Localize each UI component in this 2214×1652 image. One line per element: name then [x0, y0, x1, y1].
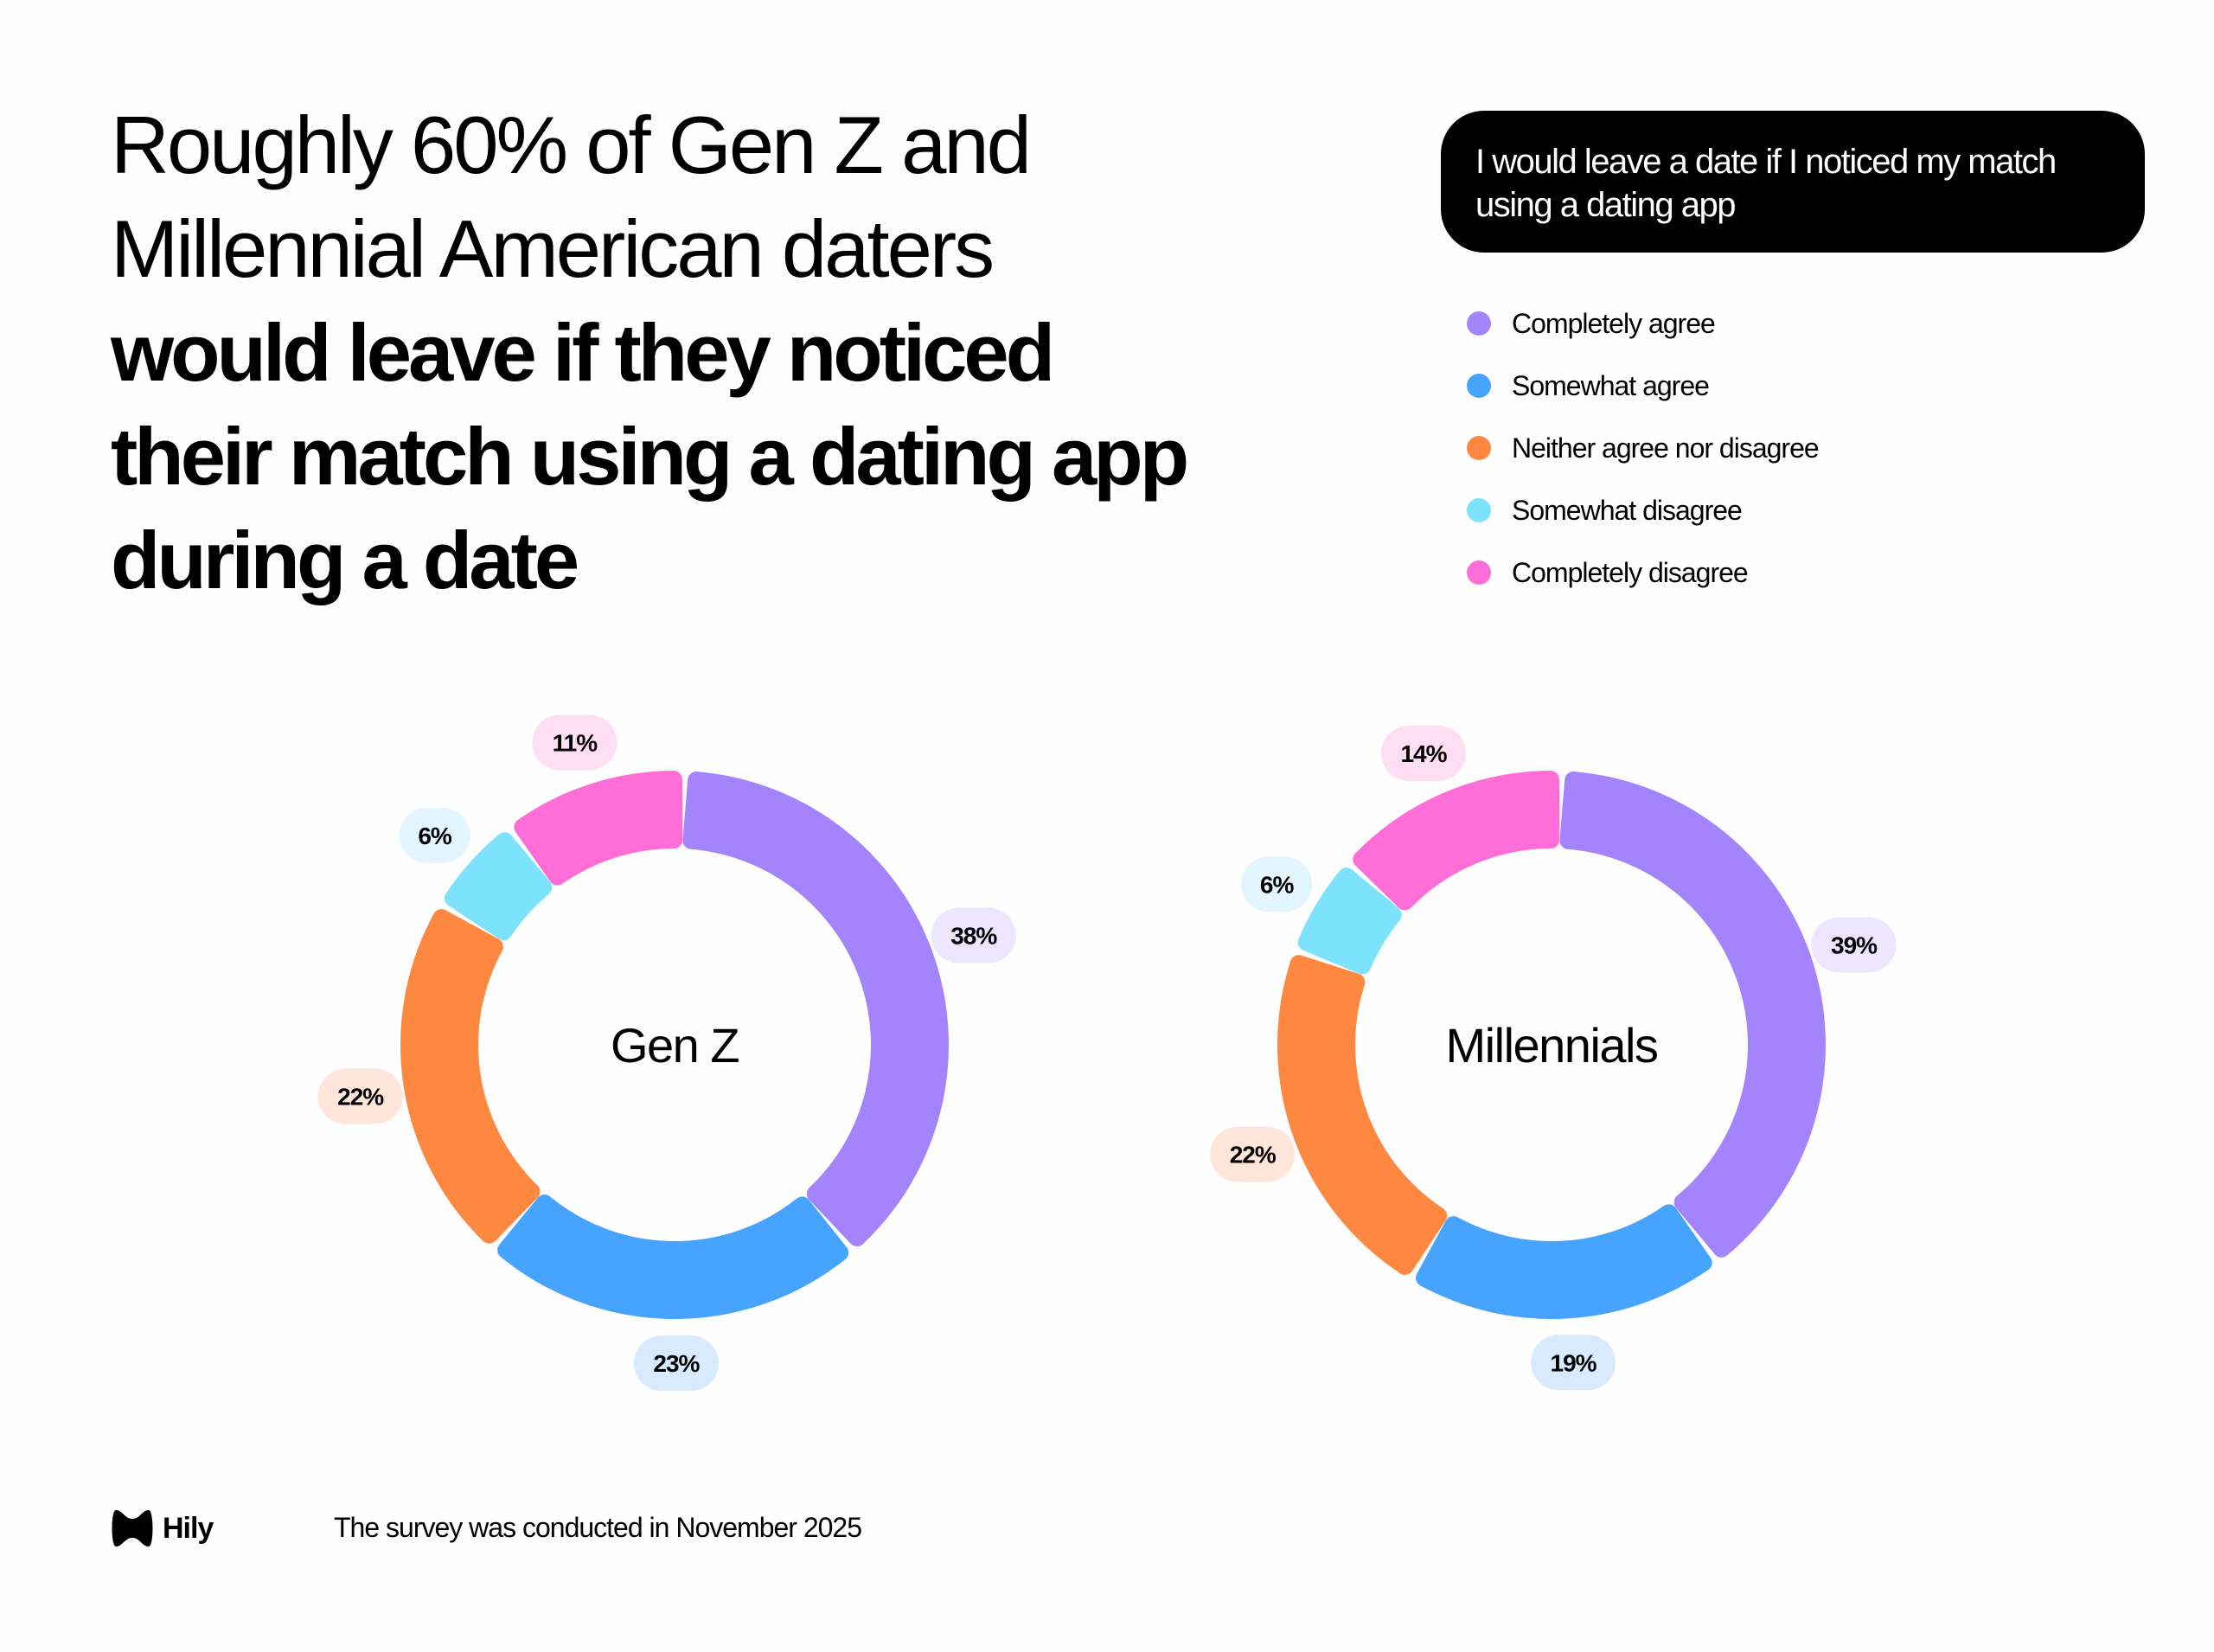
headline-line-bold: would leave if they noticed: [111, 307, 1055, 398]
legend-label: Somewhat disagree: [1512, 494, 1743, 526]
footer-note: The survey was conducted in November 202…: [334, 1512, 862, 1543]
hily-logo-icon: [112, 1510, 153, 1546]
value-badge: [532, 714, 617, 771]
headline-line: Millennial American daters: [111, 203, 995, 294]
value-label: 11%: [553, 729, 598, 756]
donut-segment: [497, 1194, 849, 1319]
legend-item: Somewhat disagree: [1467, 479, 1819, 541]
donut-segment: [444, 832, 553, 941]
donut-segment: [514, 771, 683, 886]
value-label: 39%: [1831, 932, 1878, 958]
legend-dot: [1467, 374, 1491, 398]
donut-gen-z: 38% 23% 22% 6% 11% Gen Z: [317, 714, 1016, 1392]
value-label: 22%: [337, 1083, 384, 1110]
legend-label: Completely disagree: [1512, 556, 1749, 588]
legend-item: Completely agree: [1467, 292, 1819, 355]
donut-segment: [1277, 955, 1448, 1275]
donut-segment: [1353, 771, 1560, 911]
headline-line-bold: their match using a dating app: [111, 411, 1189, 502]
headline-line: Roughly 60% of Gen Z and: [111, 99, 1032, 190]
headline-line-bold: during a date: [111, 515, 579, 605]
legend-label: Neither agree nor disagree: [1512, 432, 1820, 464]
donut-segment: [1297, 868, 1402, 975]
value-label: 19%: [1551, 1349, 1597, 1376]
donut-segment: [400, 909, 541, 1244]
donut-segment: [1416, 1204, 1712, 1319]
legend-dot: [1467, 436, 1491, 460]
donut-segment: [1559, 772, 1826, 1258]
value-badge: [1531, 1335, 1616, 1391]
hily-logo: Hily: [111, 1507, 214, 1550]
legend-item: Neither agree nor disagree: [1467, 417, 1820, 479]
value-label: 38%: [950, 922, 997, 949]
donut-segment: [682, 772, 949, 1247]
value-badge: [1811, 917, 1897, 973]
value-badge: [931, 907, 1016, 964]
donut-millennials: 39% 19% 22% 6% 14% Millennials: [1210, 725, 1897, 1391]
donut-center-label: Millennials: [1446, 1018, 1658, 1073]
value-label: 14%: [1400, 740, 1447, 767]
value-badge: [399, 807, 470, 863]
value-badge: [1241, 856, 1313, 912]
value-badge: [317, 1068, 403, 1124]
legend: Completely agree Somewhat agree Neither …: [1467, 292, 1820, 604]
value-badge: [633, 1335, 719, 1392]
question-box: I would leave a date if I noticed my mat…: [1441, 111, 2145, 253]
value-badge: [1381, 725, 1467, 781]
legend-item: Completely disagree: [1467, 541, 1819, 604]
legend-label: Completely agree: [1512, 307, 1716, 339]
legend-label: Somewhat agree: [1512, 369, 1710, 401]
legend-dot: [1467, 311, 1491, 336]
value-label: 22%: [1230, 1142, 1277, 1169]
value-label: 23%: [653, 1350, 700, 1377]
value-label: 6%: [418, 823, 452, 849]
headline: Roughly 60% of Gen Z and Millennial Amer…: [111, 93, 1365, 612]
value-badge: [1210, 1126, 1296, 1182]
donut-center-label: Gen Z: [611, 1018, 739, 1073]
legend-item: Somewhat agree: [1467, 355, 1819, 417]
legend-dot: [1467, 560, 1491, 585]
legend-dot: [1467, 498, 1491, 522]
hily-logo-text: Hily: [163, 1511, 214, 1545]
value-label: 6%: [1260, 871, 1295, 898]
